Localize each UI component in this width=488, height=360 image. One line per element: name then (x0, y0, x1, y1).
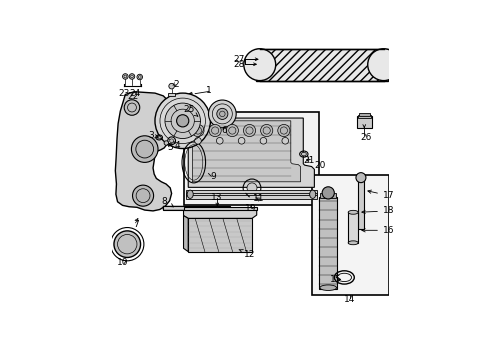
Circle shape (194, 138, 201, 144)
Bar (163, 206, 229, 210)
Bar (255, 49, 387, 81)
Text: 25: 25 (183, 105, 198, 116)
Circle shape (164, 141, 168, 145)
Polygon shape (183, 210, 256, 219)
Polygon shape (188, 219, 251, 252)
Bar (357, 115, 370, 118)
Bar (311, 175, 388, 296)
Text: 9: 9 (210, 172, 216, 181)
Text: 28: 28 (233, 60, 244, 69)
Ellipse shape (347, 241, 357, 245)
Circle shape (355, 173, 365, 183)
Bar (357, 179, 364, 229)
Text: 27: 27 (233, 55, 244, 64)
Text: 26: 26 (359, 133, 370, 142)
Circle shape (216, 108, 227, 120)
Text: 19: 19 (245, 204, 256, 213)
Circle shape (246, 183, 257, 193)
Bar (320, 193, 335, 198)
Text: 14: 14 (344, 295, 355, 304)
Text: 7: 7 (133, 220, 139, 229)
Circle shape (282, 138, 288, 144)
Circle shape (129, 74, 135, 79)
Circle shape (169, 139, 173, 143)
Circle shape (122, 74, 128, 79)
Circle shape (137, 74, 142, 80)
Text: 20: 20 (306, 159, 325, 170)
Ellipse shape (319, 285, 336, 291)
Circle shape (244, 49, 275, 81)
Text: 15: 15 (329, 275, 341, 284)
Text: 18: 18 (361, 206, 394, 215)
Bar (347, 212, 357, 243)
Bar (185, 195, 317, 199)
Text: 17: 17 (367, 190, 394, 200)
Text: 6: 6 (221, 126, 227, 135)
Text: 2: 2 (173, 80, 179, 89)
Polygon shape (188, 118, 314, 187)
Bar (356, 116, 371, 128)
Text: 4: 4 (174, 141, 180, 150)
Circle shape (322, 187, 334, 199)
Polygon shape (183, 216, 188, 252)
Polygon shape (115, 92, 171, 211)
Text: 5: 5 (166, 143, 172, 152)
Text: 12: 12 (239, 249, 255, 259)
Circle shape (208, 125, 221, 136)
Bar (183, 112, 318, 205)
Circle shape (164, 103, 200, 139)
Ellipse shape (157, 136, 161, 139)
Bar (185, 190, 317, 194)
Ellipse shape (187, 190, 193, 198)
Circle shape (131, 136, 158, 162)
Text: 24: 24 (129, 89, 140, 98)
Text: 23: 23 (118, 89, 129, 98)
Circle shape (168, 84, 174, 89)
Circle shape (216, 138, 223, 144)
Circle shape (208, 100, 236, 128)
Bar (168, 93, 175, 96)
Text: 1: 1 (206, 86, 211, 95)
Bar (183, 207, 257, 210)
Text: 13: 13 (211, 193, 222, 202)
Circle shape (226, 125, 238, 136)
Circle shape (277, 125, 289, 136)
Bar (358, 113, 369, 116)
Text: 3: 3 (148, 131, 158, 140)
Circle shape (124, 100, 140, 115)
Ellipse shape (347, 210, 357, 214)
Text: 11: 11 (252, 194, 264, 203)
Bar (163, 206, 229, 210)
Circle shape (260, 138, 266, 144)
Text: 16: 16 (361, 226, 394, 235)
Ellipse shape (301, 152, 305, 156)
Circle shape (260, 125, 272, 136)
Circle shape (243, 125, 255, 136)
Circle shape (176, 115, 188, 127)
Circle shape (191, 125, 203, 136)
Text: 10: 10 (117, 258, 128, 267)
Polygon shape (192, 121, 300, 182)
Text: 22: 22 (127, 92, 138, 101)
Circle shape (367, 49, 399, 81)
Circle shape (114, 231, 140, 257)
Ellipse shape (309, 190, 315, 198)
Text: 8: 8 (161, 197, 173, 207)
Bar (318, 197, 336, 288)
Circle shape (238, 138, 244, 144)
Circle shape (132, 185, 153, 206)
Bar (185, 193, 317, 197)
Circle shape (155, 93, 210, 149)
Text: 21: 21 (303, 156, 314, 165)
